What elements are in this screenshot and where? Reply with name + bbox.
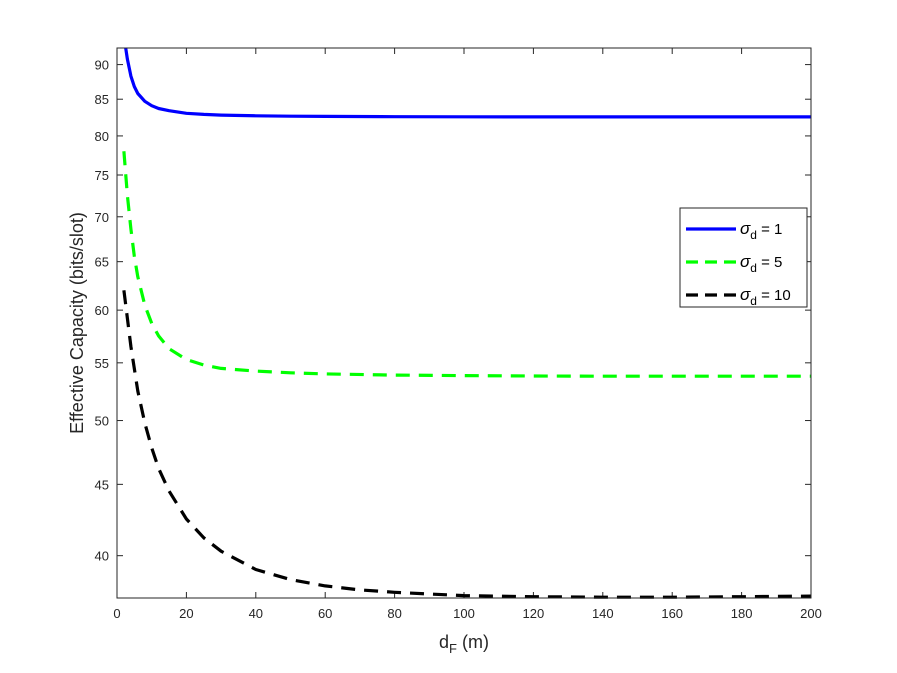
- x-tick-label: 140: [592, 606, 614, 621]
- legend: σd = 1 σd = 5 σd = 10: [679, 207, 808, 308]
- legend-items: σd = 1 σd = 5 σd = 10: [686, 219, 791, 308]
- series-line-3: [122, 290, 812, 599]
- x-tick-label: 160: [661, 606, 683, 621]
- y-tick-label: 50: [95, 414, 109, 429]
- y-tick-label: 65: [95, 255, 109, 270]
- plot-frame: [116, 47, 812, 599]
- y-tick-label: 40: [95, 549, 109, 564]
- y-tick-label: 60: [95, 303, 109, 318]
- x-tick-label: 120: [523, 606, 545, 621]
- x-axis-label-main: d: [439, 632, 449, 652]
- x-axis-label: dF (m): [439, 632, 489, 656]
- y-axis-label: Effective Capacity (bits/slot): [67, 212, 87, 434]
- y-tick-label: 45: [95, 477, 109, 492]
- y-tick-label: 80: [95, 129, 109, 144]
- y-tick-label: 75: [95, 168, 109, 183]
- legend-label-1: σd = 1: [740, 219, 782, 242]
- x-tick-label: 180: [731, 606, 753, 621]
- y-axis-ticks: 40 45 50 55 60 65 70 75 80 85 90: [95, 58, 811, 564]
- x-tick-label: 100: [453, 606, 475, 621]
- series-line-2: [122, 151, 811, 378]
- x-tick-label: 20: [179, 606, 193, 621]
- plot-area: [117, 48, 811, 598]
- legend-label-3: σd = 10: [740, 285, 791, 308]
- legend-label-2: σd = 5: [740, 252, 782, 275]
- y-tick-label: 85: [95, 92, 109, 107]
- x-tick-label: 200: [800, 606, 822, 621]
- y-tick-label: 70: [95, 210, 109, 225]
- x-tick-label: 60: [318, 606, 332, 621]
- x-tick-label: 40: [249, 606, 263, 621]
- x-axis-label-unit: (m): [457, 632, 489, 652]
- series-lines: [122, 47, 812, 599]
- series-line-1: [124, 47, 811, 119]
- x-tick-label: 0: [113, 606, 120, 621]
- x-tick-label: 80: [387, 606, 401, 621]
- y-tick-label: 55: [95, 356, 109, 371]
- y-tick-label: 90: [95, 58, 109, 73]
- x-axis-ticks: 0 20 40 60 80 100 120 140 160 180 200: [113, 48, 822, 621]
- x-axis-label-subscript: F: [449, 641, 457, 656]
- legend-box: [679, 207, 808, 308]
